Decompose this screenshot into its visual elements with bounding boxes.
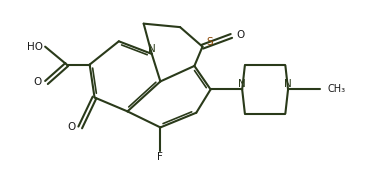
Text: N: N (284, 79, 292, 89)
Text: O: O (33, 78, 42, 88)
Text: N: N (148, 44, 156, 54)
Text: O: O (67, 122, 76, 132)
Text: N: N (238, 79, 246, 89)
Text: F: F (157, 152, 163, 162)
Text: S: S (206, 37, 213, 47)
Text: O: O (236, 30, 244, 40)
Text: CH₃: CH₃ (328, 84, 345, 95)
Text: HO: HO (27, 42, 43, 52)
